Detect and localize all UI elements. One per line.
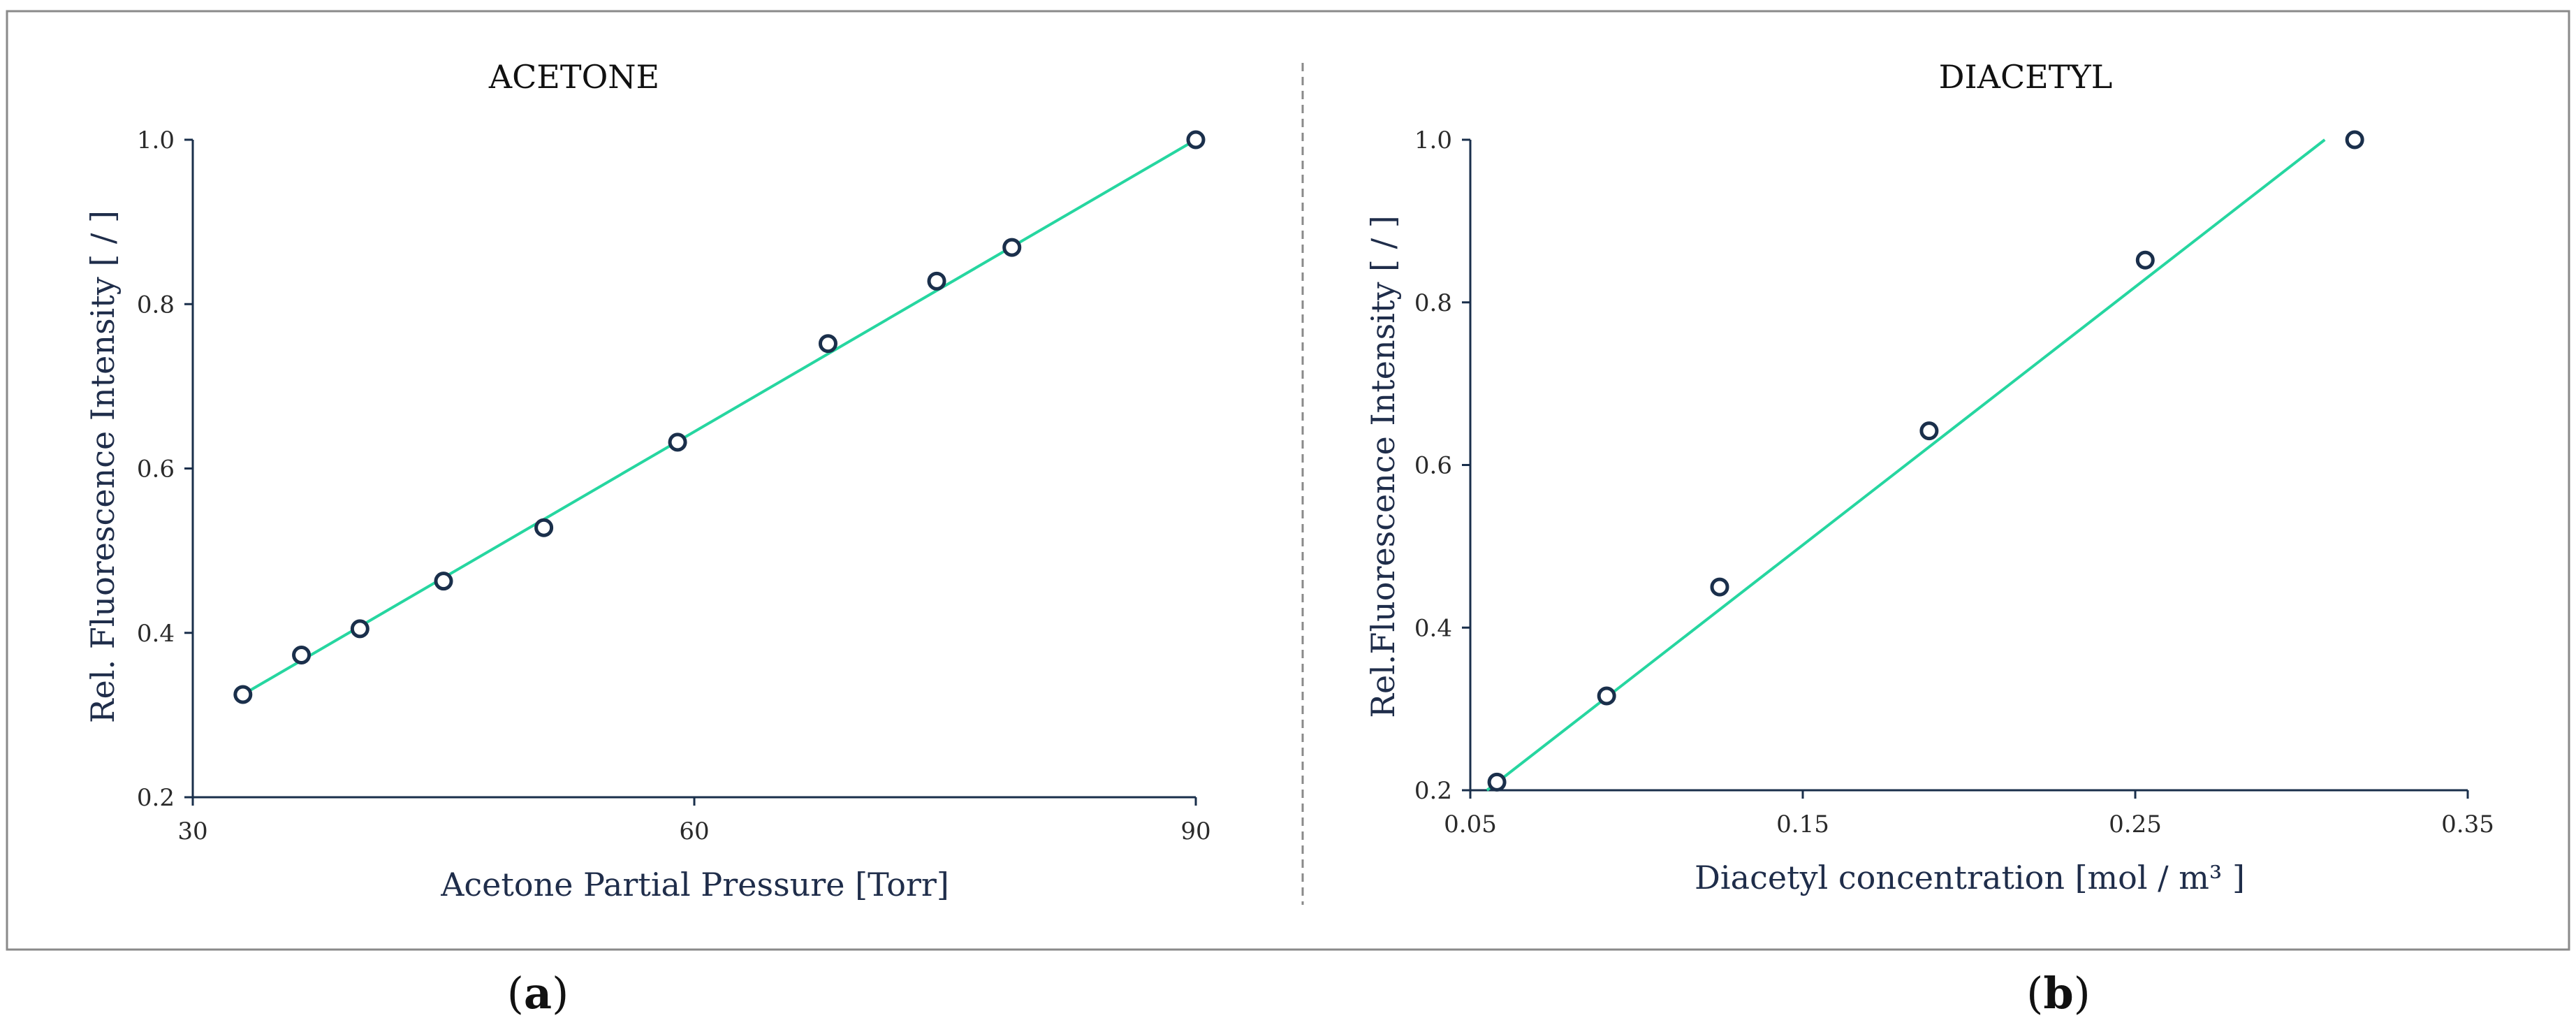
data-point <box>1002 238 1022 257</box>
y-tick-label: 0.6 <box>1414 452 1452 480</box>
data-point <box>2135 250 2155 270</box>
y-axis-label: Rel. Fluorescence Intensity [ / ] <box>84 210 122 723</box>
axis-ticks: 0.2 0.4 0.6 0.8 1.0 30 60 90 <box>137 126 1211 845</box>
x-tick-label: 30 <box>177 817 207 845</box>
y-tick-label: 1.0 <box>1414 126 1452 154</box>
y-axis-label: Rel.Fluorescence Intensity [ / ] <box>1364 215 1402 718</box>
panel-caption-b: (b) <box>2026 968 2091 1019</box>
data-point <box>292 646 312 665</box>
data-point <box>1597 686 1616 706</box>
data-point <box>350 619 369 639</box>
data-point <box>927 271 946 291</box>
y-tick-label: 0.8 <box>1414 289 1452 317</box>
x-tick-label: 0.25 <box>2109 811 2162 838</box>
data-points <box>233 130 1206 704</box>
x-tick-label: 0.35 <box>2441 811 2494 838</box>
data-point <box>434 572 453 591</box>
data-point <box>1186 130 1206 150</box>
data-point <box>233 685 253 704</box>
y-tick-label: 0.4 <box>1414 614 1452 642</box>
x-axis-label: Diacetyl concentration [mol / m³ ] <box>1695 859 2245 896</box>
y-tick-label: 0.4 <box>137 620 175 648</box>
fit-line <box>242 138 1197 696</box>
y-tick-label: 0.2 <box>1414 777 1452 805</box>
panel-letter-b: b <box>2043 968 2073 1019</box>
panel-acetone: ACETONE Rel. Fluorescence Intensity [ / … <box>84 58 1211 903</box>
data-point <box>534 518 554 537</box>
axis-ticks: 0.2 0.4 0.6 0.8 1.0 0.05 0.15 0.25 0.35 <box>1414 126 2494 838</box>
data-point <box>818 334 837 354</box>
fit-line <box>1486 138 2326 792</box>
x-tick-label: 0.15 <box>1776 811 1829 838</box>
data-point <box>2345 130 2364 150</box>
x-axis-label: Acetone Partial Pressure [Torr] <box>440 866 949 903</box>
data-point <box>1919 421 1939 441</box>
panel-diacetyl: DIACETYL Rel.Fluorescence Intensity [ / … <box>1364 58 2494 896</box>
data-points <box>1487 130 2364 792</box>
y-tick-label: 0.8 <box>137 291 175 319</box>
chart-title: DIACETYL <box>1939 58 2113 96</box>
x-tick-label: 0.05 <box>1444 811 1497 838</box>
data-point <box>1710 577 1729 597</box>
y-tick-label: 0.6 <box>137 456 175 484</box>
y-tick-label: 1.0 <box>137 126 175 154</box>
chart-title: ACETONE <box>488 58 659 96</box>
figure-frame <box>6 10 2570 951</box>
y-tick-label: 0.2 <box>137 784 175 812</box>
panel-caption-a: (a) <box>507 968 569 1019</box>
x-tick-label: 90 <box>1180 817 1210 845</box>
panel-letter-a: a <box>524 968 552 1019</box>
x-tick-label: 60 <box>679 817 709 845</box>
data-point <box>668 433 687 452</box>
data-point <box>1487 772 1507 792</box>
